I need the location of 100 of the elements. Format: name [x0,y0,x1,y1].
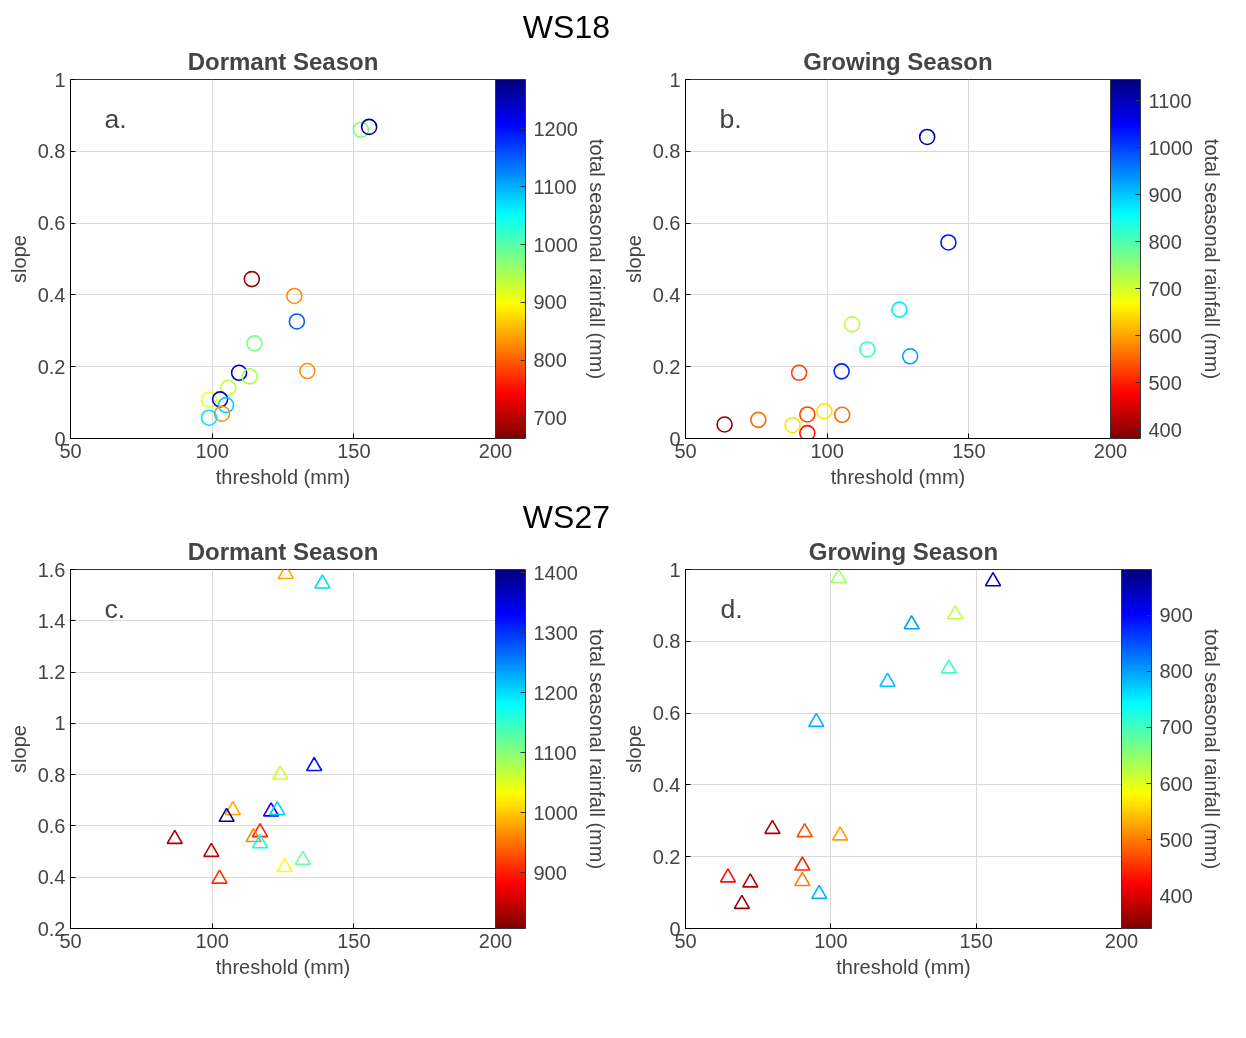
y-tick-label: 0.6 [37,814,66,837]
point [794,856,811,871]
color-bar-label: 1300 [533,621,578,644]
point [360,118,378,136]
color-bar-label: 900 [533,291,567,314]
point [218,807,235,823]
point [246,335,263,352]
x-axis-title: threshold (mm) [830,465,966,488]
color-bar-label: 500 [1159,828,1193,851]
color-bar-label: 1000 [533,233,578,256]
point [833,406,851,424]
point [251,833,269,849]
chart-title: Dormant Season [187,47,379,75]
x-tick-label: 150 [952,439,986,462]
color-bar-label: 1400 [533,561,578,584]
point [901,348,919,365]
point [294,850,312,866]
color-bar-title: total seasonal rainfall (mm) [585,138,608,380]
color-bar-label: 900 [533,861,567,884]
point [217,396,235,414]
y-tick-label: 0.6 [652,702,681,725]
text: WS27 [522,498,610,537]
color-bar-label: 1000 [1148,136,1193,159]
point [314,574,331,589]
point [288,313,306,330]
x-axis-title: threshold (mm) [215,955,351,978]
y-tick-label: 1 [54,68,66,91]
y-tick-label: 0.8 [652,140,681,163]
y-tick-label: 1 [54,712,66,735]
color-bar-label: 900 [1148,183,1182,206]
color-bar-label: 500 [1148,371,1182,394]
x-tick-label: 200 [1104,929,1139,952]
x-tick-label: 100 [195,439,229,462]
color-bar-label: 1100 [533,741,577,764]
color-bar-title: total seasonal rainfall (mm) [1200,138,1223,380]
point [891,301,908,318]
x-tick-label: 200 [1093,439,1128,462]
point [742,873,759,888]
y-tick-label: 0.2 [652,355,681,378]
color-bar-title: total seasonal rainfall (mm) [1200,628,1223,870]
text: WS18 [522,8,610,47]
point [719,868,737,883]
point [794,871,811,887]
point [230,364,248,382]
point [224,800,242,816]
point [796,822,813,838]
y-tick-label: 1 [669,558,681,581]
point [808,712,825,728]
color-bar-label: 1200 [533,117,578,140]
point [918,128,936,146]
color-bar-label: 1000 [533,801,578,824]
point [200,409,218,426]
point [220,379,237,397]
point [940,234,957,251]
point [241,368,258,385]
point [816,402,833,420]
color-bar-label: 900 [1159,604,1193,627]
color-bar-label: 600 [1148,324,1182,347]
y-tick-label: 1.4 [37,609,66,632]
point [843,316,861,333]
point [833,363,850,380]
point [262,802,280,817]
annotation: c. [104,593,126,624]
x-tick-label: 150 [959,929,993,952]
point [213,405,231,423]
point [830,569,847,584]
point [276,857,293,873]
color-bar-label: 700 [1148,277,1182,300]
x-axis-title: threshold (mm) [836,955,971,978]
color-bar-label: 400 [1159,884,1193,907]
point [200,391,218,409]
point [299,362,316,380]
y-tick-label: 0.4 [37,866,66,889]
x-axis-title: threshold (mm) [215,465,351,488]
point [733,894,751,910]
point [984,571,1002,587]
x-tick-label: 100 [195,929,229,952]
point [810,884,828,900]
chart-title: Dormant Season [187,537,379,565]
point [286,287,303,305]
y-tick-label: 0.4 [37,283,66,306]
point [764,819,781,835]
annotation: d. [720,593,743,624]
point [203,842,220,858]
y-tick-label: 0.4 [652,283,681,306]
y-tick-label: 1.6 [37,558,66,581]
point [859,341,876,358]
point [352,121,370,139]
x-tick-label: 150 [337,439,371,462]
point [271,765,289,780]
x-tick-label: 200 [478,439,513,462]
y-tick-label: 0.6 [652,212,681,235]
point [245,827,262,843]
point [799,424,816,439]
point [784,416,801,434]
color-bar-label: 400 [1148,419,1182,442]
annotation: b. [719,103,742,134]
point [831,826,849,841]
point [716,416,733,433]
chart-title: Growing Season [808,537,999,565]
